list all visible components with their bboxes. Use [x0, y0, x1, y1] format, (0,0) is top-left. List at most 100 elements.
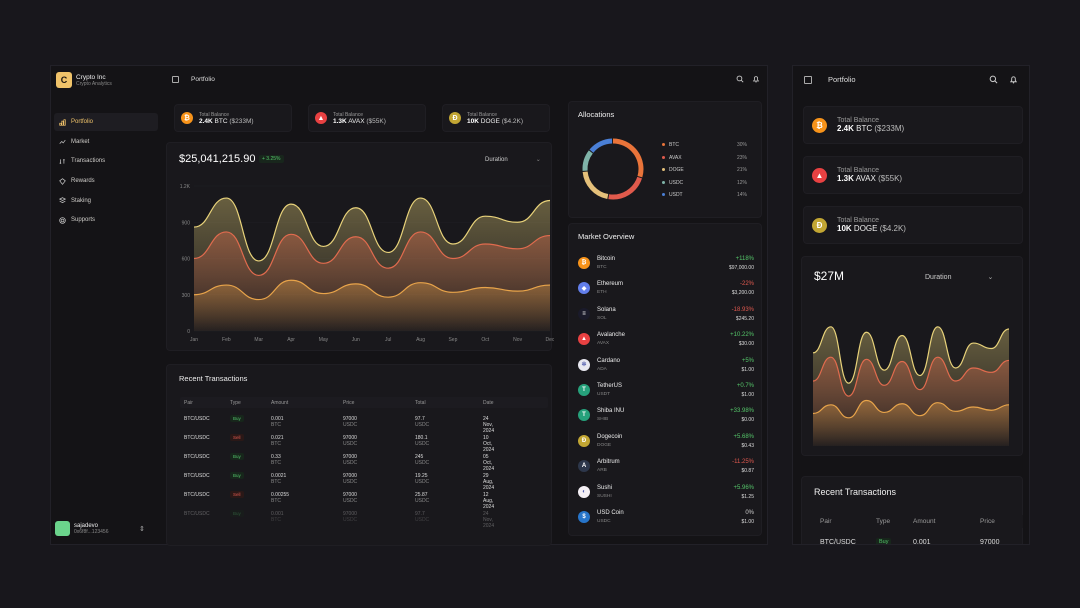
coin-price: $30.00: [738, 341, 754, 348]
coin-change: -11.25%: [732, 459, 754, 466]
x-tick-label: Oct: [481, 337, 489, 343]
balance-text: Total Balance 10K DOGE ($4.2K): [837, 217, 906, 233]
market-row-btc[interactable]: ₿ Bitcoin BTC +118% $97,000.00: [578, 254, 754, 279]
price-unit: USDC: [343, 422, 358, 428]
allocation-percent: 21%: [736, 167, 747, 173]
bell-icon[interactable]: [752, 75, 760, 83]
y-tick-label: 1.2K: [180, 184, 191, 190]
sidebar-item-staking[interactable]: Staking: [54, 192, 158, 210]
allocation-percent: 12%: [736, 179, 747, 186]
sidebar-item-supports[interactable]: Supports: [54, 211, 158, 229]
balance-card-doge: Ð Total Balance 10K DOGE ($4.2K): [442, 104, 550, 132]
coin-symbol: AVAX: [597, 341, 610, 347]
balance-value: 2.4K BTC ($233M): [837, 124, 904, 133]
series-line: [813, 399, 1009, 419]
amount-value: 0.021: [271, 435, 284, 441]
market-row-ada[interactable]: ✲ Cardano ADA +5% $1.00: [578, 356, 754, 381]
market-card: [568, 223, 762, 536]
balance-symbol: AVAX: [348, 117, 365, 125]
coin-symbol: USDT: [597, 392, 611, 397]
balance-amount: 1.3K: [333, 117, 347, 125]
coin-price: $97,000.00: [728, 265, 754, 271]
price-value: 97000: [343, 454, 357, 460]
price-unit: USDC: [343, 479, 358, 485]
balance-symbol: BTC: [214, 117, 228, 125]
coin-name: Sushi: [597, 484, 613, 491]
mobile-balance-card-avax: ▲ Total Balance 1.3K AVAX ($55K): [803, 156, 1023, 194]
coin-change: +33.98%: [730, 408, 754, 415]
column-header: Price: [343, 400, 355, 406]
sidebar-item-label: Transactions: [71, 158, 106, 165]
cell-pair: BTC/USDC: [820, 539, 856, 545]
amount-unit: BTC: [271, 460, 281, 466]
coin-change: +10.22%: [730, 332, 754, 339]
balance-label: Total Balance: [837, 167, 880, 174]
column-header: Price: [980, 518, 995, 525]
balance-symbol: AVAX: [855, 174, 876, 183]
market-row-usdt[interactable]: T TetherUS USDT +0.7% $1.00: [578, 381, 754, 406]
x-tick-label: May: [319, 337, 329, 343]
duration-select[interactable]: Duration ⌄: [485, 156, 541, 164]
coin-change: +5.68%: [733, 433, 754, 440]
allocation-symbol: USDT: [669, 192, 683, 198]
cell-total: 97.7 USDC: [415, 416, 429, 428]
search-icon[interactable]: [736, 75, 744, 83]
y-tick-label: 900: [182, 220, 191, 226]
series-area: [813, 400, 1009, 446]
x-tick-label: Jun: [352, 337, 360, 343]
legend-dot: [662, 168, 665, 172]
coin-price: $245.20: [735, 315, 754, 322]
cell-price: 97000 USDC: [343, 473, 357, 485]
balance-amount: 10K: [467, 117, 479, 125]
search-icon[interactable]: [989, 75, 998, 84]
price-unit: USDC: [343, 517, 358, 523]
coin-name: Shiba INU: [597, 408, 625, 415]
portfolio-icon: [59, 118, 66, 126]
mobile-window: Portfolio ₿ Total Balance 2.4K BTC ($233M)…: [792, 65, 1030, 545]
user-address: 0x6f8f...123456: [74, 528, 109, 535]
market-row-doge[interactable]: Ð Dogecoin DOGE +5.68% $0.43: [578, 432, 754, 457]
balance-card-btc: ₿ Total Balance 2.4K BTC ($233M): [174, 104, 292, 132]
allocations-donut: [582, 138, 644, 200]
cell-pair: BTC/USDC: [184, 473, 210, 479]
cell-pair: BTC/USDC: [184, 454, 210, 460]
market-row-usdc[interactable]: $ USD Coin USDC 0% $1.00: [578, 508, 754, 533]
allocation-row: USDC 12%: [662, 180, 747, 186]
sidebar-item-label: Rewards: [71, 178, 95, 185]
user-profile[interactable]: sajadevo 0x6f8f...123456: [55, 521, 108, 536]
cell-total: 245 USDC: [415, 454, 429, 466]
legend-dot: [662, 193, 665, 197]
bell-icon[interactable]: [1009, 75, 1018, 84]
main-content: Portfolio ₿ Total Balance 2.4K BTC ($233M)…: [164, 66, 769, 546]
sidebar-item-portfolio[interactable]: Portfolio: [54, 113, 158, 131]
total-value: 97.7: [415, 416, 425, 422]
cell-pair: BTC/USDC: [184, 492, 210, 498]
sidebar-item-market[interactable]: Market: [54, 133, 158, 151]
x-tick-label: Jan: [190, 337, 198, 343]
amount-unit: BTC: [271, 479, 281, 485]
y-tick-label: 0: [187, 329, 190, 335]
market-row-sushi[interactable]: ◐ Sushi SUSHI +5.96% $1.25: [578, 483, 754, 508]
chevron-updown-icon[interactable]: ⇕: [139, 526, 145, 533]
coin-change: -18.93%: [731, 306, 754, 313]
sidebar-toggle-icon[interactable]: [172, 76, 179, 83]
desktop-window: C Crypto Inc Crypto Analytics Portfolio M…: [50, 65, 769, 546]
donut-slice-usdt: [589, 138, 613, 153]
market-row-shib[interactable]: T Shiba INU SHIB +33.98% $0.00: [578, 406, 754, 431]
mobile-duration-select[interactable]: Duration ⌄: [915, 266, 1005, 288]
amount-unit: BTC: [271, 441, 281, 447]
market-row-sol[interactable]: ≡ Solana SOL -18.93% $245.20: [578, 305, 754, 330]
market-row-eth[interactable]: ◆ Ethereum ETH -22% $3,200.00: [578, 279, 754, 304]
market-row-arb[interactable]: A Arbitrum ARB -11.25% $0.87: [578, 457, 754, 482]
coin-price: $3,200.00: [731, 290, 754, 297]
rewards-icon: [59, 177, 66, 185]
sidebar-item-transactions[interactable]: Transactions: [54, 152, 158, 170]
balance-usd: ($4.2K): [501, 117, 524, 125]
balance-usd: ($55K): [366, 117, 386, 125]
market-row-avax[interactable]: ▲ Avalanche AVAX +10.22% $30.00: [578, 330, 754, 355]
sidebar-toggle-icon[interactable]: [804, 76, 812, 84]
cell-date: 24 Nov, 2024: [483, 416, 495, 434]
allocation-row: AVAX 23%: [662, 155, 747, 161]
sidebar-item-rewards[interactable]: Rewards: [54, 172, 158, 190]
donut-slice-doge: [582, 171, 609, 199]
